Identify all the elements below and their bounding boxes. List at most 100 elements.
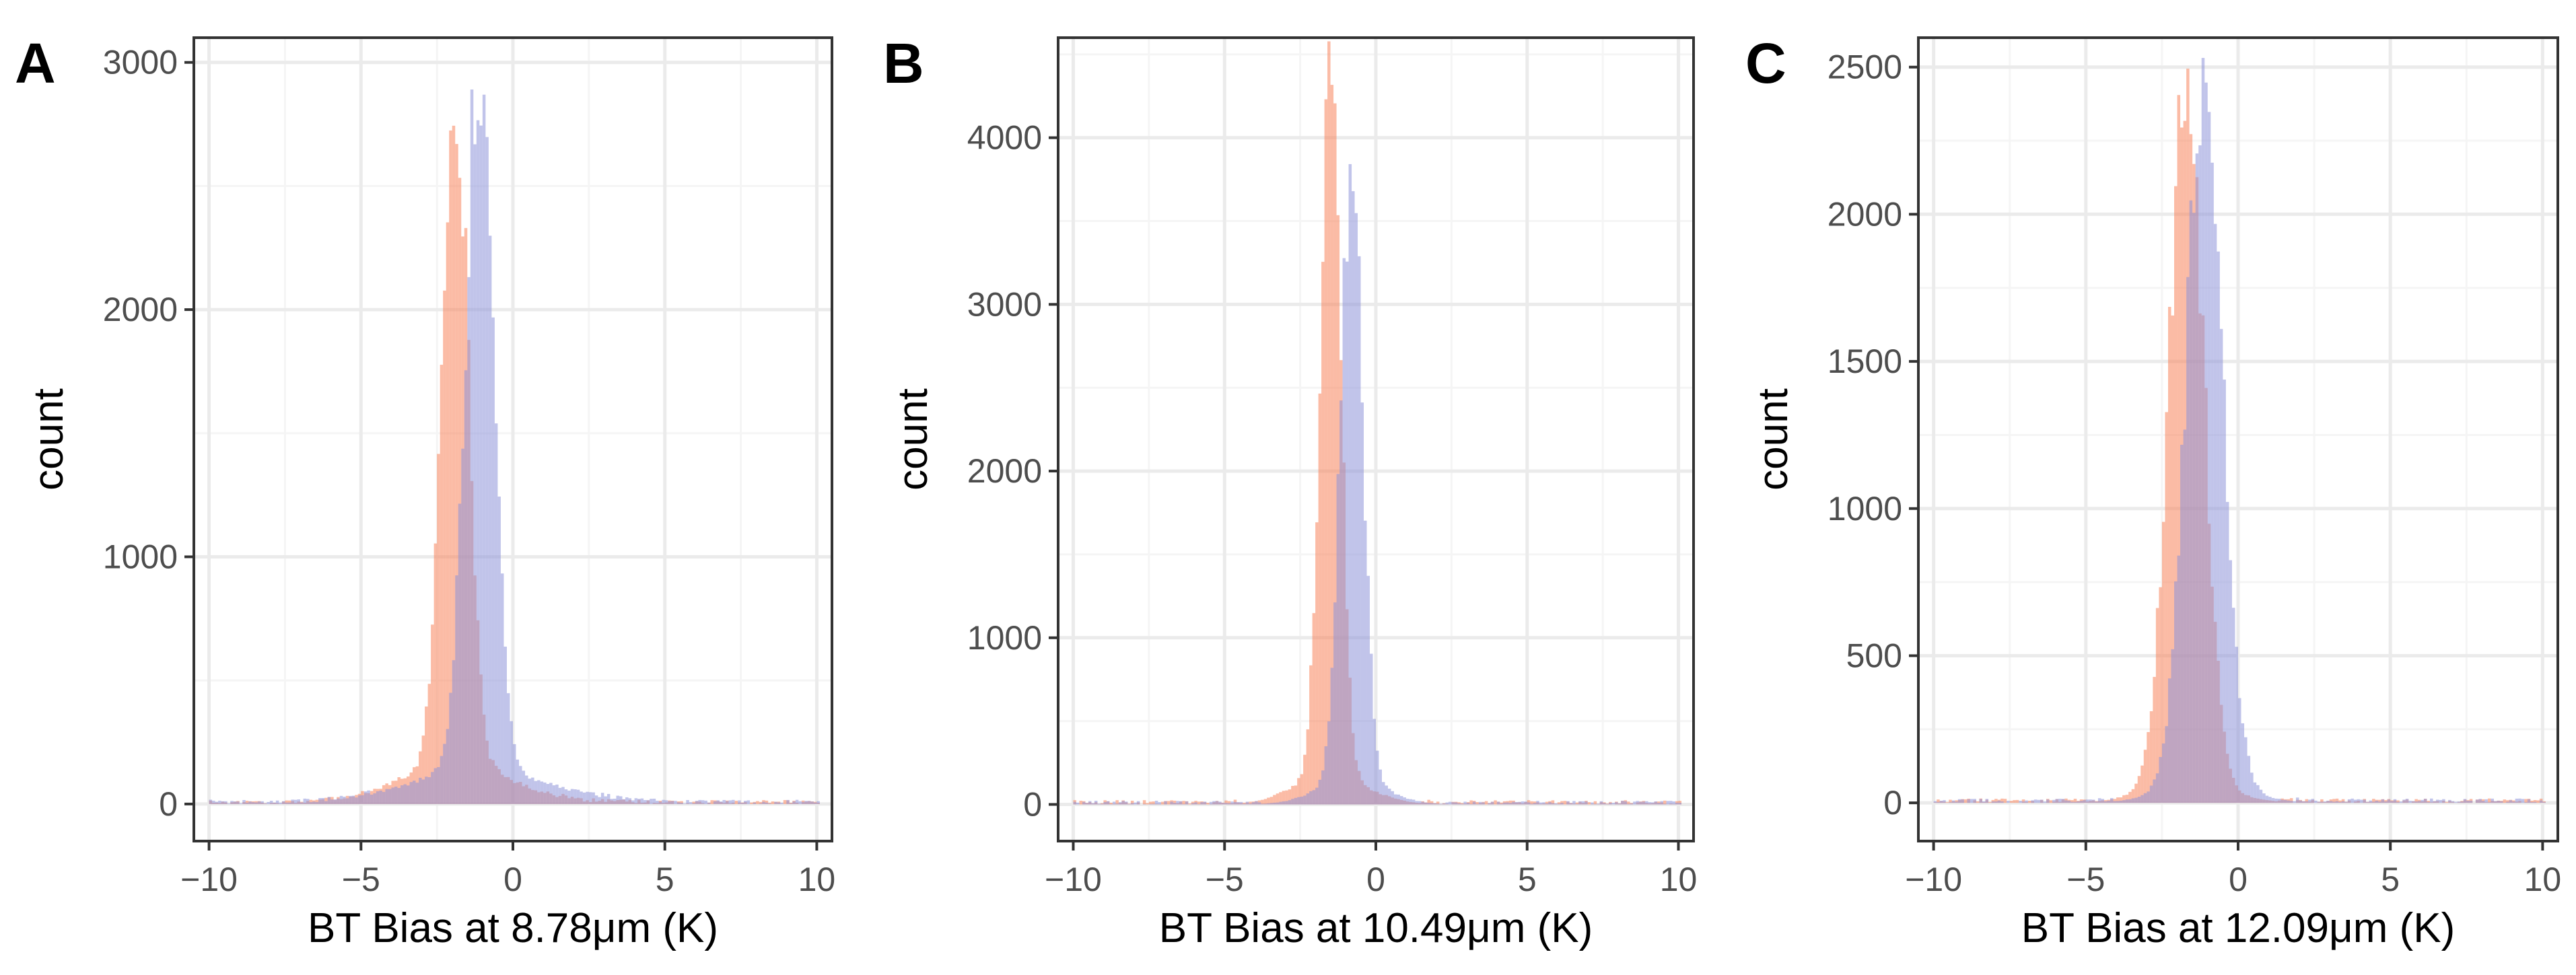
histogram-bar bbox=[1961, 799, 1964, 803]
histogram-bar bbox=[2131, 798, 2135, 803]
histogram-bar bbox=[1146, 803, 1149, 805]
histogram-bar bbox=[287, 802, 291, 804]
histogram-bar bbox=[215, 801, 219, 804]
histogram-bar bbox=[1124, 801, 1128, 805]
histogram-bar bbox=[2396, 800, 2400, 803]
histogram-bar bbox=[1282, 791, 1286, 805]
histogram-bar bbox=[2302, 801, 2305, 803]
histogram-bar bbox=[1297, 797, 1300, 805]
histogram-bar bbox=[1524, 801, 1527, 805]
histogram-bar bbox=[1372, 719, 1376, 805]
histogram-bar bbox=[1554, 803, 1558, 805]
histogram-bar bbox=[531, 777, 534, 804]
histogram-bar bbox=[1599, 801, 1603, 805]
histogram-bar bbox=[2097, 798, 2101, 803]
x-tick-label: 10 bbox=[1660, 861, 1698, 898]
histogram-bar bbox=[1508, 803, 1512, 805]
histogram-bar bbox=[777, 802, 781, 804]
histogram-bar bbox=[419, 751, 422, 804]
histogram-bar bbox=[2417, 801, 2421, 803]
histogram-bar bbox=[1203, 801, 1207, 805]
histogram-bar bbox=[528, 779, 532, 804]
histogram-bar bbox=[2058, 799, 2062, 803]
histogram-bar bbox=[2229, 560, 2232, 803]
histogram-bar bbox=[1575, 802, 1579, 805]
histogram-bar bbox=[1142, 800, 1146, 805]
histogram-bar bbox=[543, 782, 547, 804]
histogram-bar bbox=[2070, 801, 2074, 803]
histogram-bar bbox=[2137, 776, 2141, 803]
histogram-bar bbox=[1318, 393, 1322, 805]
histogram-bar bbox=[382, 791, 386, 804]
histogram-bar bbox=[2137, 797, 2141, 803]
histogram-bar bbox=[1291, 799, 1294, 805]
histogram-bar bbox=[1073, 801, 1076, 805]
histogram-bar bbox=[2305, 799, 2309, 803]
histogram-bar bbox=[759, 801, 763, 804]
histogram-bar bbox=[337, 798, 340, 804]
histogram-bar bbox=[707, 802, 711, 804]
histogram-bar bbox=[1306, 729, 1310, 805]
histogram-bar bbox=[1475, 803, 1479, 805]
histogram-bar bbox=[1418, 801, 1422, 805]
histogram-bar bbox=[2338, 801, 2342, 803]
histogram-bar bbox=[421, 779, 425, 804]
y-axis-title: count bbox=[1750, 388, 1797, 491]
histogram-bar bbox=[804, 801, 808, 804]
histogram-bar bbox=[2448, 799, 2451, 803]
histogram-bar bbox=[1269, 797, 1274, 805]
histogram-bar bbox=[257, 801, 261, 804]
histogram-bar bbox=[2381, 799, 2385, 803]
histogram-bar bbox=[1409, 799, 1412, 805]
histogram-bar bbox=[233, 801, 237, 804]
histogram-bar bbox=[1539, 802, 1543, 805]
histogram-bar bbox=[2539, 800, 2543, 803]
histogram-bar bbox=[2314, 800, 2318, 803]
histogram-bar bbox=[2000, 801, 2004, 803]
histogram-bar bbox=[1973, 799, 1976, 803]
x-tick-label: 0 bbox=[2229, 861, 2248, 898]
histogram-bar bbox=[2174, 186, 2178, 803]
histogram-bar bbox=[1970, 799, 1974, 803]
histogram-bar bbox=[2140, 765, 2144, 803]
histogram-bar bbox=[2469, 800, 2473, 803]
histogram-bar bbox=[1079, 800, 1082, 805]
histogram-bar bbox=[2384, 800, 2388, 803]
histogram-bar bbox=[789, 802, 793, 804]
histogram-bar bbox=[2484, 799, 2488, 803]
histogram-bar bbox=[1354, 213, 1358, 805]
histogram-bar bbox=[2329, 801, 2333, 803]
histogram-bar bbox=[239, 803, 243, 804]
histogram-bar bbox=[2491, 798, 2494, 803]
histogram-bar bbox=[746, 800, 751, 804]
histogram-bar bbox=[1533, 803, 1537, 805]
histogram-bar bbox=[807, 801, 811, 804]
histogram-bar bbox=[710, 800, 713, 804]
histogram-bar bbox=[2134, 797, 2138, 803]
histogram-bar bbox=[1358, 256, 1361, 805]
histogram-bar bbox=[2143, 793, 2147, 803]
histogram-bar bbox=[1385, 785, 1388, 805]
histogram-bar bbox=[2171, 315, 2174, 803]
histogram-bar bbox=[1091, 803, 1094, 805]
histogram-bar bbox=[1167, 801, 1171, 805]
histogram-bar bbox=[1657, 803, 1661, 805]
histogram-bar bbox=[552, 785, 556, 804]
histogram-bar bbox=[1300, 796, 1304, 805]
histogram-bar bbox=[2317, 801, 2321, 803]
histogram-bar bbox=[2119, 797, 2123, 803]
histogram-bar bbox=[1333, 602, 1337, 805]
histogram-bar bbox=[2372, 801, 2375, 803]
histogram-bar bbox=[1957, 799, 1961, 803]
histogram-bar bbox=[704, 800, 707, 804]
histogram-bar bbox=[1660, 801, 1664, 805]
histogram-bar bbox=[1324, 746, 1328, 805]
y-tick-label: 1000 bbox=[967, 619, 1042, 657]
histogram-bar bbox=[1624, 801, 1628, 805]
histogram-bar bbox=[1563, 801, 1567, 805]
histogram-bar bbox=[2283, 799, 2287, 803]
histogram-bar bbox=[1469, 800, 1473, 805]
histogram-bar bbox=[293, 799, 298, 804]
y-tick-label: 1000 bbox=[1827, 490, 1902, 528]
histogram-bar bbox=[224, 801, 228, 804]
